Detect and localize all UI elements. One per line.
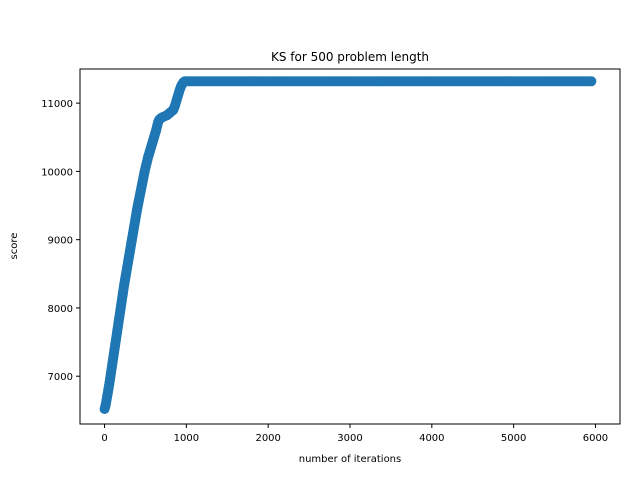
y-axis-label: score [9,233,20,260]
y-axis-ticks: 7000 8000 9000 10000 11000 [41,99,80,383]
x-axis-ticks: 0 1000 2000 3000 4000 5000 6000 [101,424,608,444]
y-tick-label: 7000 [48,372,73,383]
x-tick-label: 6000 [583,433,608,444]
x-tick-label: 1000 [174,433,199,444]
y-tick-label: 9000 [48,236,73,247]
x-tick-label: 0 [101,433,107,444]
chart-title: KS for 500 problem length [271,50,429,64]
y-tick-label: 8000 [48,304,73,315]
data-point [586,76,597,87]
x-tick-label: 4000 [419,433,444,444]
y-tick-label: 11000 [41,99,73,110]
x-axis-label: number of iterations [299,454,401,465]
x-tick-label: 2000 [255,433,280,444]
x-tick-label: 3000 [337,433,362,444]
data-markers [99,76,597,414]
x-tick-label: 5000 [501,433,526,444]
y-tick-label: 10000 [41,167,73,178]
